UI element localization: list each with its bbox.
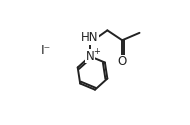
Text: N: N	[86, 50, 94, 63]
Text: +: +	[93, 47, 100, 56]
Text: I⁻: I⁻	[40, 44, 51, 57]
Text: O: O	[118, 55, 127, 68]
Text: HN: HN	[81, 31, 99, 44]
